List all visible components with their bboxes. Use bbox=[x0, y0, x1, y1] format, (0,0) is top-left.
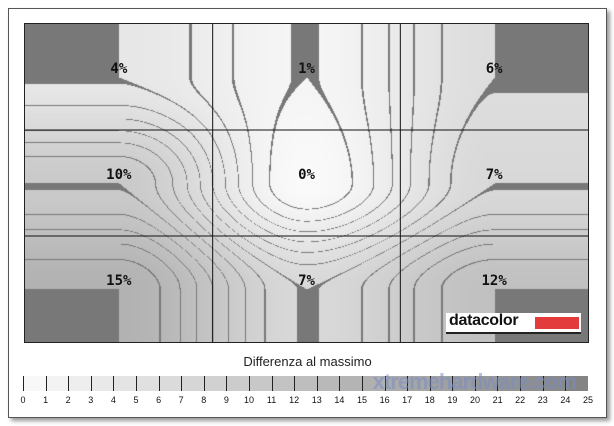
legend-swatch bbox=[271, 376, 295, 391]
legend-swatch bbox=[90, 376, 114, 391]
legend-swatch bbox=[497, 376, 521, 391]
legend-tick-label: 8 bbox=[201, 395, 207, 405]
legend-swatch bbox=[361, 376, 385, 391]
legend-swatch bbox=[339, 376, 362, 391]
legend-swatch bbox=[113, 376, 136, 391]
legend-tick-label: 14 bbox=[334, 395, 345, 405]
cell-value-label: 1% bbox=[298, 60, 315, 77]
legend-tick-label: 19 bbox=[447, 395, 458, 405]
legend-tick-label: 3 bbox=[88, 395, 94, 405]
legend-swatch bbox=[384, 376, 408, 391]
heatmap-shading bbox=[25, 24, 588, 342]
legend-swatch bbox=[520, 376, 543, 391]
legend-tick-label: 10 bbox=[243, 395, 255, 405]
datacolor-logo: datacolor bbox=[446, 312, 581, 334]
legend-tick-label: 13 bbox=[311, 395, 322, 405]
legend-swatch bbox=[294, 376, 317, 391]
legend-tick-label: 6 bbox=[156, 395, 162, 405]
legend-tick-label: 5 bbox=[133, 395, 139, 405]
legend-tick-label: 16 bbox=[379, 395, 390, 405]
legend-colorbar bbox=[23, 376, 588, 391]
legend-tick-label: 7 bbox=[178, 395, 184, 405]
legend-swatch bbox=[407, 376, 430, 391]
grid-overlay bbox=[25, 24, 588, 342]
legend-swatch bbox=[226, 376, 249, 391]
legend-swatch bbox=[158, 376, 182, 391]
legend-tick-label: 17 bbox=[402, 395, 413, 405]
legend-tick-label: 24 bbox=[560, 395, 571, 405]
watermark: xtremehardware.com bbox=[372, 369, 577, 394]
legend-tick-label: 18 bbox=[424, 395, 435, 405]
legend-tick-label: 2 bbox=[65, 395, 71, 405]
legend-swatch bbox=[316, 376, 340, 391]
legend-swatch bbox=[23, 376, 46, 391]
cell-value-label: 6% bbox=[485, 60, 503, 77]
cell-value-label: 15% bbox=[106, 272, 132, 289]
cell-value-label: 0% bbox=[298, 166, 315, 183]
legend-tick-label: 9 bbox=[223, 395, 229, 405]
legend-tick-label: 11 bbox=[266, 395, 277, 405]
legend-tick-label: 23 bbox=[537, 395, 548, 405]
legend-tick-label: 22 bbox=[515, 395, 526, 405]
legend-tick-label: 0 bbox=[20, 395, 26, 405]
cell-value-label: 4% bbox=[110, 60, 128, 77]
legend-swatch bbox=[181, 376, 204, 391]
uniformity-chart: 4% 1% 6% 10% 0% 7% 15% 7% 12% datacolor Differen… bbox=[8, 8, 607, 418]
legend-tick-label: 15 bbox=[356, 395, 368, 405]
legend-tick-label: 4 bbox=[110, 395, 116, 405]
legend-tick-label: 20 bbox=[469, 395, 481, 405]
legend-tick-label: 21 bbox=[492, 395, 503, 405]
legend-ticks: 0 1 2 3 4 5 6 7 8 9 10 11 12 13 14 15 16 17 18 19 20 21 22 23 24… bbox=[20, 395, 593, 409]
legend-tick-label: 12 bbox=[289, 395, 300, 405]
legend-swatch bbox=[452, 376, 475, 391]
cell-value-label: 7% bbox=[298, 272, 315, 289]
cell-value-label: 10% bbox=[106, 166, 132, 183]
legend-swatch bbox=[203, 376, 227, 391]
cell-value-label: 12% bbox=[481, 272, 507, 289]
legend-title: Differenza al massimo bbox=[243, 354, 372, 369]
legend-swatch bbox=[429, 376, 453, 391]
legend-swatch bbox=[565, 376, 588, 391]
legend-swatch bbox=[474, 376, 498, 391]
legend-swatch bbox=[248, 376, 272, 391]
legend-swatch bbox=[45, 376, 69, 391]
legend-swatch bbox=[135, 376, 159, 391]
legend-tick-label: 25 bbox=[582, 395, 594, 405]
legend-swatch bbox=[542, 376, 566, 391]
cell-value-label: 7% bbox=[485, 166, 503, 183]
heatmap-plot: 4% 1% 6% 10% 0% 7% 15% 7% 12% datacolor bbox=[24, 23, 589, 343]
legend-tick-label: 1 bbox=[43, 395, 49, 405]
legend-swatch bbox=[68, 376, 91, 391]
